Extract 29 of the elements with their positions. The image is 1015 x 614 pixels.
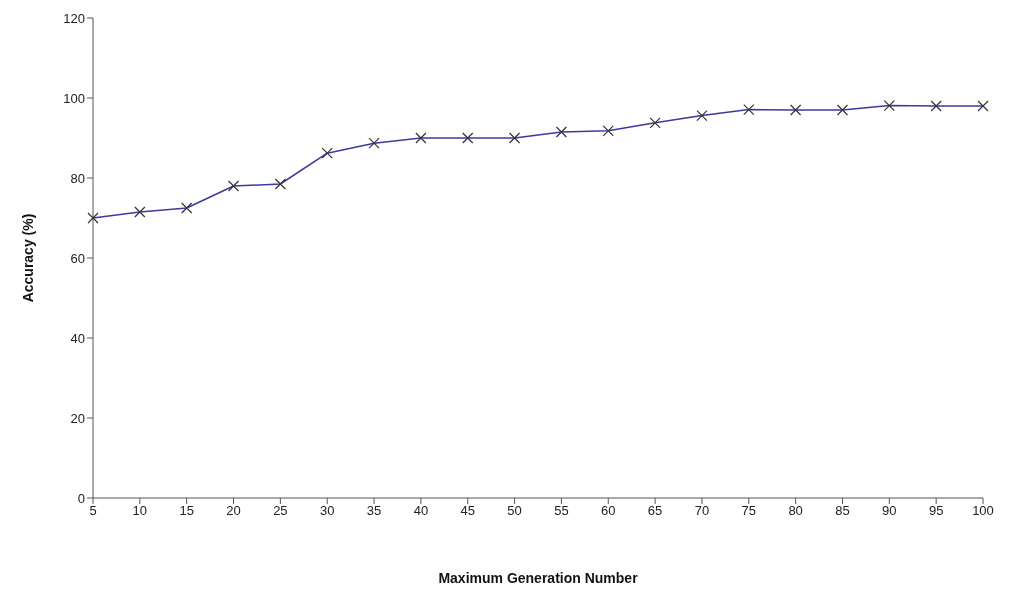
x-tick-label: 90 <box>882 503 897 519</box>
x-axis-title: Maximum Generation Number <box>438 570 639 586</box>
y-tick-label: 40 <box>70 330 85 346</box>
x-tick-label: 40 <box>413 503 429 519</box>
y-tick-label: 20 <box>70 410 85 426</box>
x-tick-label: 95 <box>928 503 944 519</box>
x-tick-label: 10 <box>132 503 148 519</box>
y-tick-label: 120 <box>63 10 85 26</box>
y-tick-label: 0 <box>77 490 85 506</box>
x-tick-label: 35 <box>366 503 382 519</box>
x-tick-label: 85 <box>835 503 850 519</box>
x-tick-label: 55 <box>554 503 569 519</box>
x-tick-label: 60 <box>601 503 616 519</box>
y-axis-title: Accuracy (%) <box>19 213 36 303</box>
x-tick-label: 50 <box>507 503 522 519</box>
x-tick-label: 70 <box>694 503 710 519</box>
x-tick-label: 45 <box>460 503 475 519</box>
x-tick-label: 75 <box>741 503 757 519</box>
x-tick-label: 20 <box>226 503 241 519</box>
x-tick-label: 5 <box>89 503 97 519</box>
y-tick-label: 60 <box>70 250 85 266</box>
y-tick-label: 80 <box>70 170 85 186</box>
x-tick-label: 100 <box>972 503 994 519</box>
x-tick-label: 80 <box>788 503 803 519</box>
y-tick-label: 100 <box>63 90 85 106</box>
x-tick-label: 65 <box>647 503 663 519</box>
x-tick-label: 25 <box>273 503 288 519</box>
x-tick-label: 30 <box>319 503 335 519</box>
x-tick-label: 15 <box>179 503 194 519</box>
